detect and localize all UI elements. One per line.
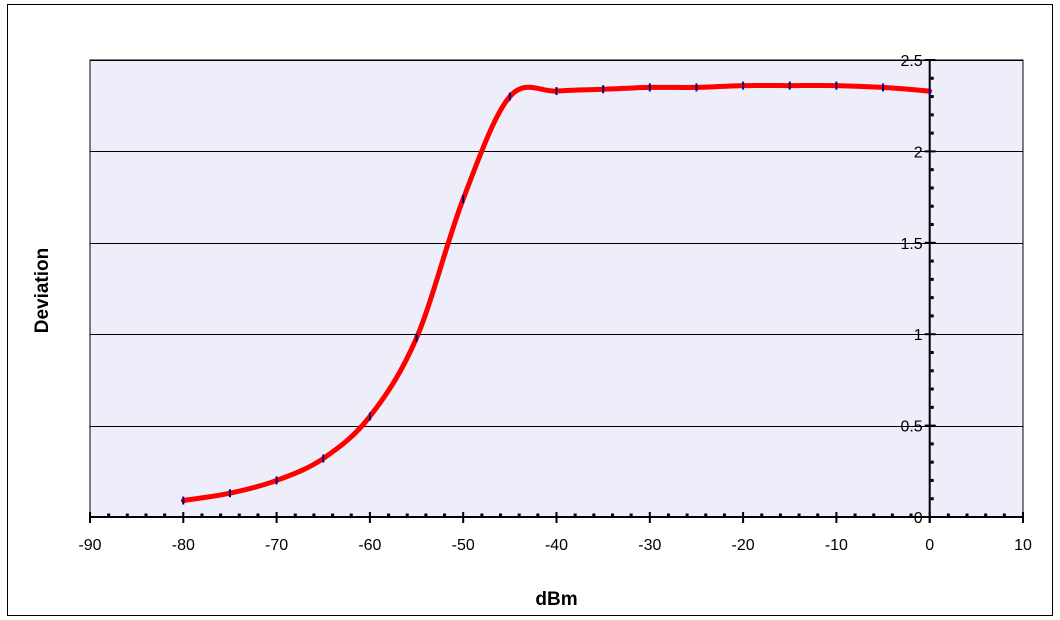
x-axis-title: dBm bbox=[535, 589, 577, 610]
x-tick-label: -90 bbox=[78, 537, 101, 554]
x-tick-label: 0 bbox=[925, 537, 934, 554]
x-minor-tick bbox=[107, 513, 111, 517]
series-layer bbox=[180, 81, 933, 505]
x-tick-label: -70 bbox=[265, 537, 288, 554]
y-axis-title: Deviation bbox=[32, 248, 53, 334]
x-tick-label: -30 bbox=[638, 537, 661, 554]
tick-labels: -90 -80 -70 -60 -50 -40 -30 -20 -10 0 10 0 0.5 1 1.5 2 2… bbox=[78, 53, 1032, 554]
y-tick-label: 1.5 bbox=[900, 236, 922, 253]
y-minor-tick bbox=[930, 296, 934, 300]
x-minor-tick bbox=[629, 513, 633, 517]
y-minor-tick bbox=[930, 442, 934, 446]
x-minor-tick bbox=[144, 513, 148, 517]
x-minor-tick bbox=[704, 513, 708, 517]
y-minor-tick bbox=[930, 186, 934, 190]
y-minor-tick bbox=[930, 204, 934, 208]
x-minor-tick bbox=[480, 513, 484, 517]
x-minor-tick bbox=[778, 513, 782, 517]
x-minor-tick bbox=[685, 513, 689, 517]
x-tick-label: -60 bbox=[358, 537, 381, 554]
y-minor-tick bbox=[930, 478, 934, 482]
x-minor-tick bbox=[816, 513, 820, 517]
y-minor-tick bbox=[930, 369, 934, 373]
y-minor-tick bbox=[930, 350, 934, 354]
y-minor-tick bbox=[930, 259, 934, 263]
x-minor-tick bbox=[499, 513, 503, 517]
x-tick-label: 10 bbox=[1014, 537, 1032, 554]
x-tick-label: -20 bbox=[732, 537, 755, 554]
y-minor-tick bbox=[930, 387, 934, 391]
x-minor-tick bbox=[219, 513, 223, 517]
chart-frame: -90 -80 -70 -60 -50 -40 -30 -20 -10 0 10 0 0.5 1 1.5 2 2… bbox=[7, 4, 1053, 616]
x-minor-tick bbox=[890, 513, 894, 517]
x-minor-tick bbox=[610, 513, 614, 517]
x-tick-label: -50 bbox=[452, 537, 475, 554]
y-minor-tick bbox=[930, 95, 934, 99]
series-line bbox=[180, 82, 933, 504]
x-minor-tick bbox=[666, 513, 670, 517]
y-minor-tick bbox=[930, 76, 934, 80]
x-minor-tick bbox=[424, 513, 428, 517]
line-chart: -90 -80 -70 -60 -50 -40 -30 -20 -10 0 10 0 0.5 1 1.5 2 2… bbox=[32, 53, 1032, 610]
x-minor-tick bbox=[946, 513, 950, 517]
x-minor-tick bbox=[200, 513, 204, 517]
x-minor-tick bbox=[256, 513, 260, 517]
x-tick-label: -80 bbox=[172, 537, 195, 554]
x-minor-tick bbox=[387, 513, 391, 517]
y-tick-label: 2.5 bbox=[900, 53, 922, 70]
y-minor-tick bbox=[930, 497, 934, 501]
y-minor-tick bbox=[930, 277, 934, 281]
plot-background bbox=[89, 59, 1024, 518]
x-minor-tick bbox=[573, 513, 577, 517]
x-minor-tick bbox=[853, 513, 857, 517]
x-minor-tick bbox=[349, 513, 353, 517]
y-minor-tick bbox=[930, 168, 934, 172]
y-tick-label: 1 bbox=[914, 327, 923, 344]
y-minor-tick bbox=[930, 405, 934, 409]
y-tick-label: 0 bbox=[914, 510, 923, 527]
x-minor-tick bbox=[536, 513, 540, 517]
x-minor-tick bbox=[909, 513, 913, 517]
x-minor-tick bbox=[293, 513, 297, 517]
x-minor-tick bbox=[312, 513, 316, 517]
axes bbox=[89, 59, 1024, 523]
x-minor-tick bbox=[797, 513, 801, 517]
x-minor-tick bbox=[237, 513, 241, 517]
x-minor-tick bbox=[965, 513, 969, 517]
x-minor-tick bbox=[1002, 513, 1006, 517]
x-tick-label: -40 bbox=[545, 537, 568, 554]
x-minor-tick bbox=[331, 513, 335, 517]
plot-area bbox=[89, 59, 1024, 518]
y-minor-tick bbox=[930, 314, 934, 318]
y-tick-label: 2 bbox=[914, 144, 923, 161]
x-minor-tick bbox=[760, 513, 764, 517]
y-tick-label: 0.5 bbox=[900, 419, 922, 436]
x-minor-tick bbox=[984, 513, 988, 517]
y-minor-tick bbox=[930, 223, 934, 227]
y-minor-tick bbox=[930, 131, 934, 135]
y-minor-tick bbox=[930, 113, 934, 117]
x-minor-tick bbox=[443, 513, 447, 517]
gridlines bbox=[90, 60, 1023, 427]
x-minor-tick bbox=[722, 513, 726, 517]
x-minor-tick bbox=[872, 513, 876, 517]
y-minor-tick bbox=[930, 460, 934, 464]
x-minor-tick bbox=[163, 513, 167, 517]
x-minor-tick bbox=[517, 513, 521, 517]
x-tick-label: -10 bbox=[825, 537, 848, 554]
x-minor-tick bbox=[592, 513, 596, 517]
x-minor-tick bbox=[405, 513, 409, 517]
x-minor-tick bbox=[125, 513, 129, 517]
